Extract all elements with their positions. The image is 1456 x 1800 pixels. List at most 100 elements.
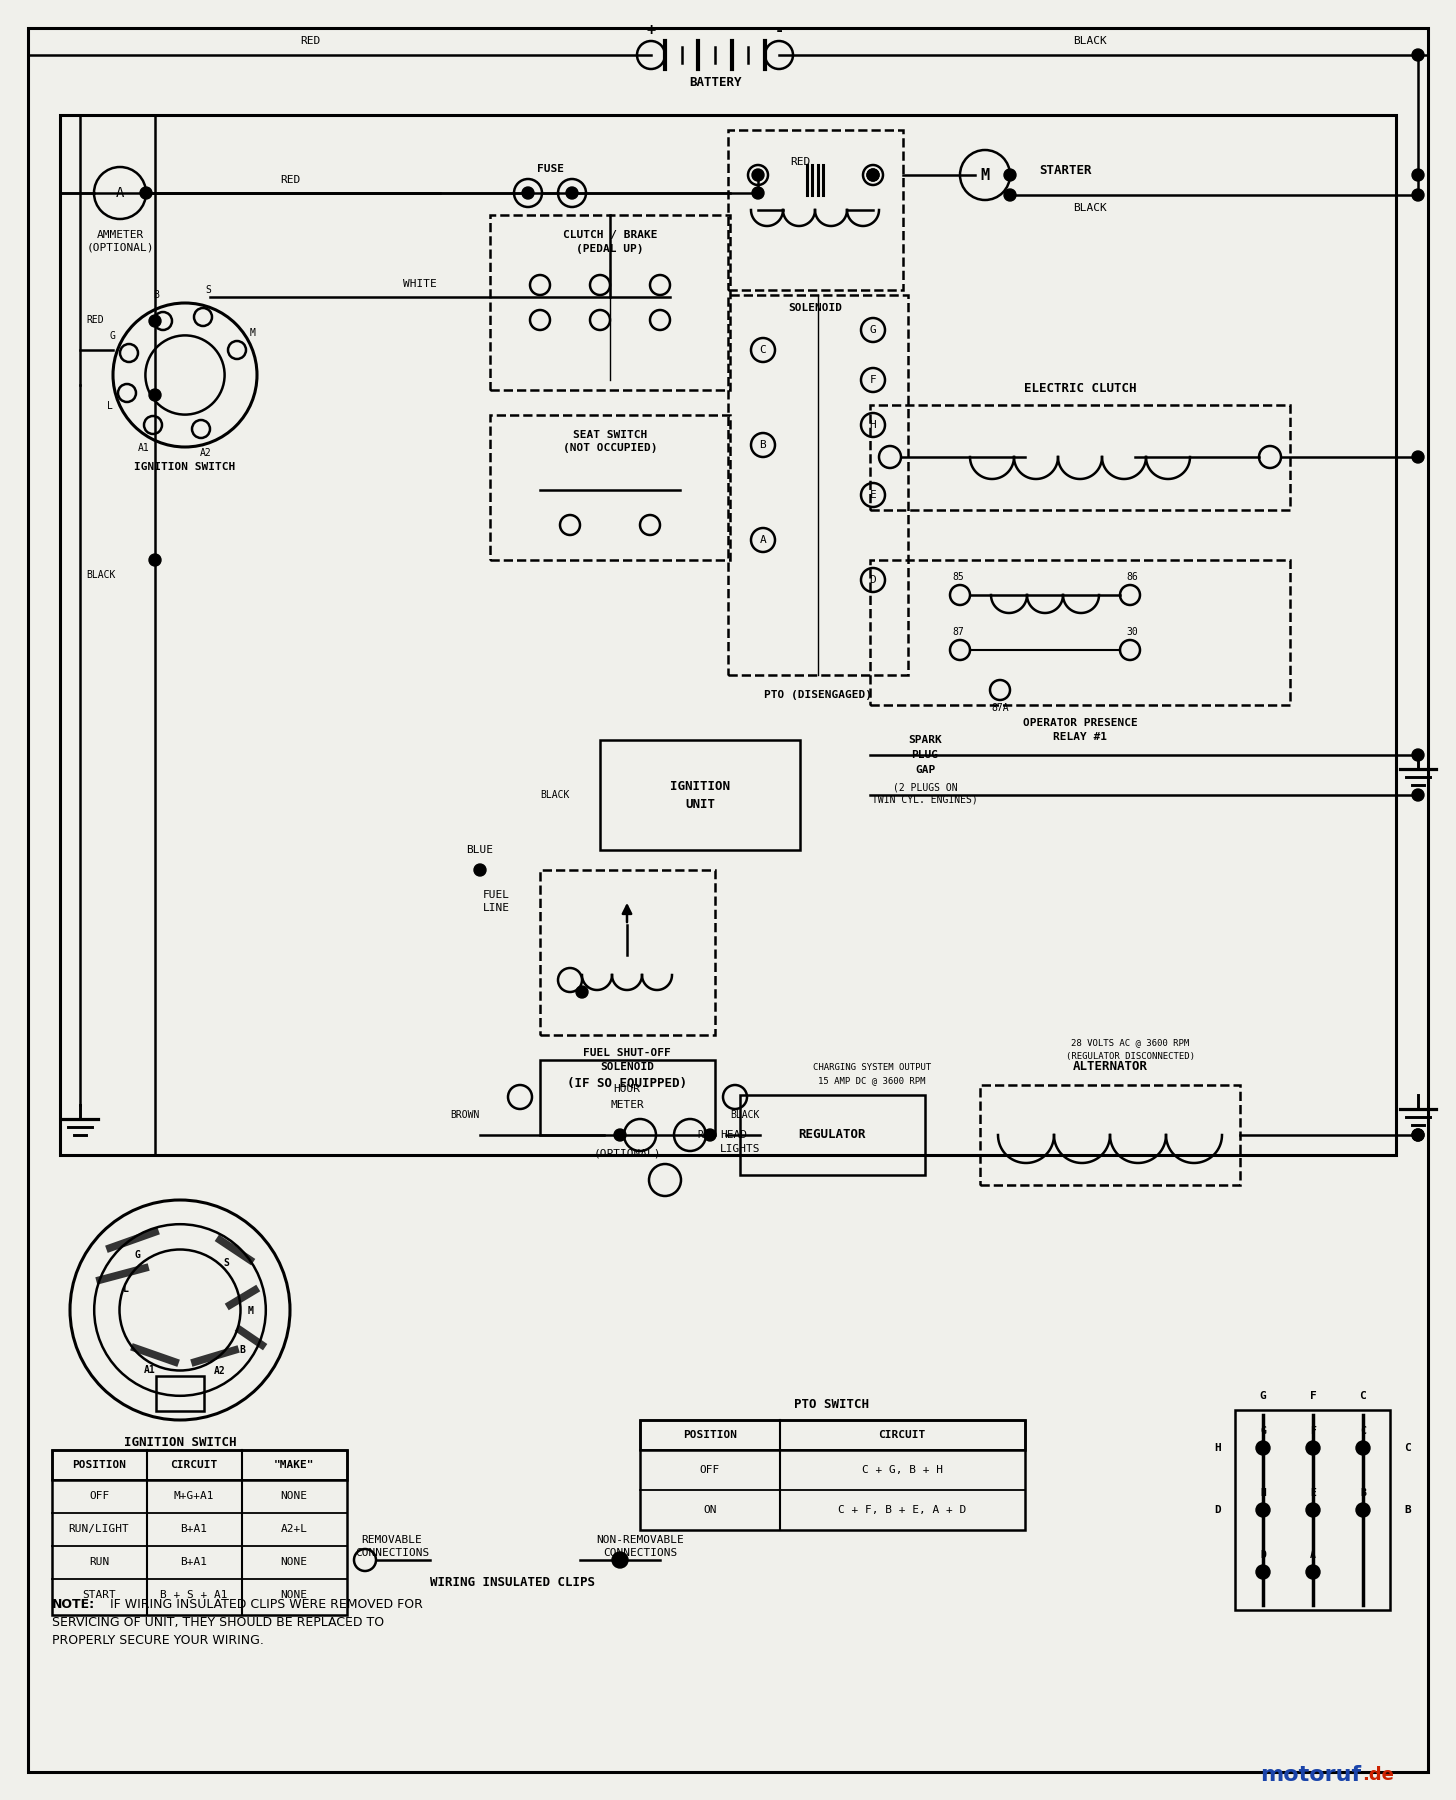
Text: G: G xyxy=(1259,1426,1265,1436)
Text: OPERATOR PRESENCE: OPERATOR PRESENCE xyxy=(1022,718,1137,727)
Bar xyxy=(871,560,1290,706)
Circle shape xyxy=(1412,169,1424,182)
Text: C: C xyxy=(760,346,766,355)
Text: A2: A2 xyxy=(214,1366,226,1377)
Bar xyxy=(980,1085,1241,1184)
Text: WIRING INSULATED CLIPS: WIRING INSULATED CLIPS xyxy=(430,1575,594,1589)
Text: H: H xyxy=(869,419,877,430)
Text: SOLENOID: SOLENOID xyxy=(600,1062,654,1073)
Text: (OPTIONAL): (OPTIONAL) xyxy=(593,1148,661,1157)
Text: SEAT SWITCH: SEAT SWITCH xyxy=(572,430,646,439)
Text: E: E xyxy=(1310,1489,1316,1498)
Circle shape xyxy=(140,187,151,200)
Bar xyxy=(728,130,903,290)
Text: H: H xyxy=(1259,1489,1265,1498)
Text: M+G+A1: M+G+A1 xyxy=(173,1490,214,1501)
Bar xyxy=(491,416,729,560)
Circle shape xyxy=(1356,1442,1370,1454)
Circle shape xyxy=(577,986,588,997)
Bar xyxy=(641,1420,1025,1451)
Text: D: D xyxy=(1259,1550,1265,1561)
Text: F: F xyxy=(1310,1426,1316,1436)
Text: M: M xyxy=(248,1305,253,1316)
Text: WHITE: WHITE xyxy=(403,279,437,290)
Circle shape xyxy=(1306,1442,1321,1454)
Text: BLUE: BLUE xyxy=(466,844,494,855)
Text: PTO SWITCH: PTO SWITCH xyxy=(795,1397,869,1411)
Text: B: B xyxy=(239,1345,245,1355)
Circle shape xyxy=(1412,49,1424,61)
Circle shape xyxy=(149,315,162,328)
Text: IGNITION SWITCH: IGNITION SWITCH xyxy=(124,1436,236,1449)
Text: IGNITION SWITCH: IGNITION SWITCH xyxy=(134,463,236,472)
Text: LINE: LINE xyxy=(483,904,510,913)
Text: 30: 30 xyxy=(1125,626,1139,637)
Circle shape xyxy=(149,554,162,565)
Text: B: B xyxy=(760,439,766,450)
Circle shape xyxy=(1306,1503,1321,1517)
Text: G: G xyxy=(869,326,877,335)
Text: CIRCUIT: CIRCUIT xyxy=(170,1460,217,1471)
Text: M: M xyxy=(249,328,256,338)
Text: BATTERY: BATTERY xyxy=(689,76,741,90)
Bar xyxy=(540,1060,715,1136)
Text: .de: .de xyxy=(1361,1766,1393,1784)
Text: CIRCUIT: CIRCUIT xyxy=(878,1429,926,1440)
Text: RED: RED xyxy=(300,36,320,47)
Text: RUN: RUN xyxy=(89,1557,109,1568)
Text: OFF: OFF xyxy=(89,1490,109,1501)
Circle shape xyxy=(1356,1503,1370,1517)
Circle shape xyxy=(149,389,162,401)
Text: G: G xyxy=(134,1249,140,1260)
Text: (PEDAL UP): (PEDAL UP) xyxy=(577,245,644,254)
Text: C: C xyxy=(1360,1391,1366,1400)
Circle shape xyxy=(751,187,764,200)
Circle shape xyxy=(612,1552,628,1568)
Text: C: C xyxy=(1404,1444,1411,1453)
Text: C + G, B + H: C + G, B + H xyxy=(862,1465,942,1474)
Text: S: S xyxy=(223,1258,229,1269)
Text: POSITION: POSITION xyxy=(71,1460,127,1471)
Text: HEAD-: HEAD- xyxy=(721,1130,754,1139)
Bar xyxy=(540,869,715,1035)
Text: START: START xyxy=(82,1589,116,1600)
Text: RELAY #1: RELAY #1 xyxy=(1053,733,1107,742)
Text: NONE: NONE xyxy=(281,1557,307,1568)
Text: F: F xyxy=(1309,1391,1316,1400)
Text: A2+L: A2+L xyxy=(281,1525,307,1534)
Text: D: D xyxy=(1214,1505,1222,1516)
Text: PLUG: PLUG xyxy=(911,751,939,760)
Text: PTO (DISENGAGED): PTO (DISENGAGED) xyxy=(764,689,872,700)
Circle shape xyxy=(866,169,879,182)
Text: C + F, B + E, A + D: C + F, B + E, A + D xyxy=(837,1505,967,1516)
Text: REGULATOR: REGULATOR xyxy=(798,1129,866,1141)
Text: FUEL SHUT-OFF: FUEL SHUT-OFF xyxy=(582,1048,671,1058)
Text: GAP: GAP xyxy=(914,765,935,776)
Circle shape xyxy=(1257,1564,1270,1579)
Text: CHARGING SYSTEM OUTPUT: CHARGING SYSTEM OUTPUT xyxy=(812,1062,932,1071)
Text: B + S + A1: B + S + A1 xyxy=(160,1589,227,1600)
Text: BROWN: BROWN xyxy=(450,1111,480,1120)
Bar xyxy=(728,295,909,675)
Text: A: A xyxy=(760,535,766,545)
Text: G: G xyxy=(1259,1391,1267,1400)
Text: CONNECTIONS: CONNECTIONS xyxy=(355,1548,430,1559)
Text: SOLENOID: SOLENOID xyxy=(788,302,842,313)
Text: NONE: NONE xyxy=(281,1490,307,1501)
Text: SPARK: SPARK xyxy=(909,734,942,745)
Text: (NOT OCCUPIED): (NOT OCCUPIED) xyxy=(563,443,657,454)
Bar xyxy=(600,740,799,850)
Text: B: B xyxy=(153,290,159,301)
Text: IF WIRING INSULATED CLIPS WERE REMOVED FOR: IF WIRING INSULATED CLIPS WERE REMOVED F… xyxy=(111,1598,422,1611)
Text: -: - xyxy=(775,23,783,38)
Text: PROPERLY SECURE YOUR WIRING.: PROPERLY SECURE YOUR WIRING. xyxy=(52,1634,264,1647)
Text: FUSE: FUSE xyxy=(536,164,563,175)
Circle shape xyxy=(1005,189,1016,202)
Text: BLACK: BLACK xyxy=(1073,203,1107,212)
Bar xyxy=(1235,1409,1390,1609)
Text: 85: 85 xyxy=(952,572,964,581)
Text: 15 AMP DC @ 3600 RPM: 15 AMP DC @ 3600 RPM xyxy=(818,1076,926,1085)
Text: (REGULATOR DISCONNECTED): (REGULATOR DISCONNECTED) xyxy=(1066,1053,1194,1062)
Text: STARTER: STARTER xyxy=(1038,164,1091,176)
Circle shape xyxy=(1005,169,1016,182)
